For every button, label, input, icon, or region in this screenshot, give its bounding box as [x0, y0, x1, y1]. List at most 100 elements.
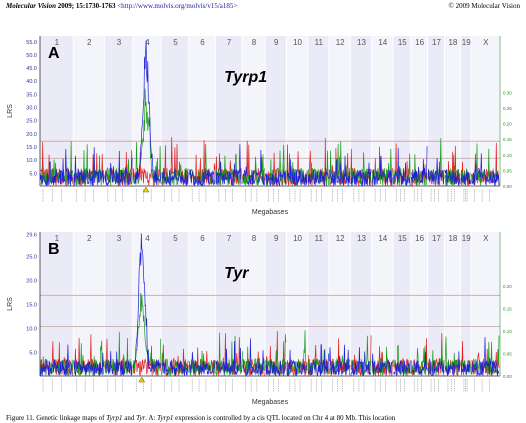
chromosome-label: 17	[432, 234, 441, 243]
right-tick-label: 0.20	[503, 284, 512, 289]
journal-name: Molecular Vision	[6, 2, 56, 10]
chromosome-label: 3	[117, 234, 122, 243]
chromosome-band	[308, 232, 329, 376]
chromosome-label: 4	[145, 234, 150, 243]
gene-label: Tyr	[224, 265, 249, 282]
chromosome-band	[444, 232, 460, 376]
linkage-map-svg: 1 2 3 4 5 6 7 8 9 10 11 12 13 14 15 16 17 18 19 X5.010.015.…	[7, 36, 512, 216]
y-tick-label: 29.6	[26, 232, 37, 238]
panel-a-tyrp1-map: 1 2 3 4 5 6 7 8 9 10 11 12 13 14 15 16 17 18 19 X 5.0 10.0 15.…	[0, 30, 526, 218]
chromosome-label: 8	[252, 234, 257, 243]
right-tick-label: 0.20	[503, 122, 512, 127]
chromosome-label: 18	[448, 234, 457, 243]
y-tick-label: 5.0	[29, 351, 37, 357]
chromosome-label: 6	[200, 234, 205, 243]
y-tick-label: 50.0	[26, 53, 37, 59]
chromosome-band	[411, 232, 428, 376]
right-tick-label: 0.00	[503, 184, 512, 189]
y-tick-label: 20.0	[26, 132, 37, 138]
chromosome-label: X	[483, 38, 489, 47]
chromosome-band	[286, 232, 308, 376]
chromosome-band	[286, 36, 308, 186]
right-tick-label: 0.15	[503, 137, 512, 142]
y-tick-label: 55.0	[26, 40, 37, 46]
y-tick-label: 5.0	[29, 171, 37, 177]
chromosome-band	[329, 232, 350, 376]
linkage-map-svg: 1 2 3 4 5 6 7 8 9 10 11 12 13 14 15 16 17 18 19 X5.010.015.…	[7, 232, 512, 406]
chromosome-band	[428, 232, 444, 376]
chromosome-label: 5	[173, 234, 178, 243]
lrs-trace	[39, 233, 500, 377]
chromosome-label: 10	[293, 234, 302, 243]
y-tick-label: 10.0	[26, 158, 37, 164]
chromosome-label: 2	[87, 38, 92, 47]
y-tick-label: 25.0	[26, 119, 37, 125]
chromosome-band	[428, 36, 444, 186]
y-tick-label: 15.0	[26, 303, 37, 309]
copyright: © 2009 Molecular Vision	[448, 2, 520, 10]
chromosome-label: 9	[274, 234, 279, 243]
chromosome-band	[73, 36, 104, 186]
chromosome-band	[471, 36, 499, 186]
chromosome-label: 18	[448, 38, 457, 47]
lrs-trace	[39, 40, 500, 187]
chromosome-band	[393, 36, 411, 186]
chromosome-label: X	[483, 234, 489, 243]
right-tick-label: 0.10	[503, 329, 512, 334]
chromosome-band	[350, 36, 372, 186]
chromosome-band	[73, 232, 104, 376]
chromosome-band	[265, 232, 286, 376]
journal-citation: 2009; 15:1730-1763	[57, 2, 116, 10]
panel-letter: A	[48, 45, 60, 62]
chromosome-band	[242, 36, 265, 186]
chromosome-band	[242, 232, 265, 376]
chromosome-label: 13	[357, 234, 366, 243]
chromosome-label: 7	[227, 38, 232, 47]
chromosome-label: 5	[173, 38, 178, 47]
x-axis-title: Megabases	[252, 399, 289, 406]
peak-marker-icon	[142, 186, 150, 193]
chromosome-label: 3	[117, 38, 122, 47]
chromosome-label: 16	[415, 234, 424, 243]
chromosome-band	[460, 232, 471, 376]
chromosome-label: 8	[252, 38, 257, 47]
chromosome-band	[104, 36, 133, 186]
chromosome-label: 10	[293, 38, 302, 47]
chromosome-label: 2	[87, 234, 92, 243]
chromosome-label: 12	[336, 38, 345, 47]
chromosome-band	[133, 232, 161, 376]
chromosome-label: 14	[378, 234, 387, 243]
page-header: Molecular Vision 2009; 15:1730-1763 <htt…	[0, 0, 526, 12]
y-axis-title: LRS	[7, 297, 14, 311]
chromosome-band	[329, 36, 350, 186]
chromosome-band	[40, 36, 73, 186]
y-tick-label: 10.0	[26, 327, 37, 333]
right-tick-label: 0.00	[503, 374, 512, 379]
peak-marker-icon	[138, 376, 146, 383]
right-tick-label: 0.30	[503, 90, 512, 95]
right-tick-label: 0.10	[503, 153, 512, 158]
chromosome-label: 14	[378, 38, 387, 47]
panel-letter: B	[48, 241, 60, 258]
chromosome-band	[161, 232, 189, 376]
figure-caption: Figure 11. Genetic linkage maps of Tyrp1…	[6, 414, 396, 422]
y-tick-label: 25.0	[26, 255, 37, 261]
chromosome-label: 19	[462, 234, 471, 243]
chromosome-label: 17	[432, 38, 441, 47]
x-axis-title: Megabases	[252, 209, 289, 216]
y-tick-label: 20.0	[26, 279, 37, 285]
chromosome-label: 7	[227, 234, 232, 243]
chromosome-band	[104, 232, 133, 376]
y-tick-label: 15.0	[26, 145, 37, 151]
chromosome-label: 9	[274, 38, 279, 47]
chromosome-band	[350, 232, 372, 376]
chromosome-band	[372, 232, 393, 376]
article-url[interactable]: <http://www.molvis.org/molvis/v15/a185>	[117, 2, 238, 10]
chromosome-band	[265, 36, 286, 186]
chromosome-label: 15	[398, 234, 407, 243]
chromosome-label: 11	[315, 38, 324, 47]
panel-b-tyr-map: 1 2 3 4 5 6 7 8 9 10 11 12 13 14 15 16 17 18 19 X 5.0 10.0 15.…	[0, 226, 526, 408]
chromosome-label: 4	[145, 38, 150, 47]
chromosome-label: 11	[315, 234, 324, 243]
chromosome-label: 13	[357, 38, 366, 47]
